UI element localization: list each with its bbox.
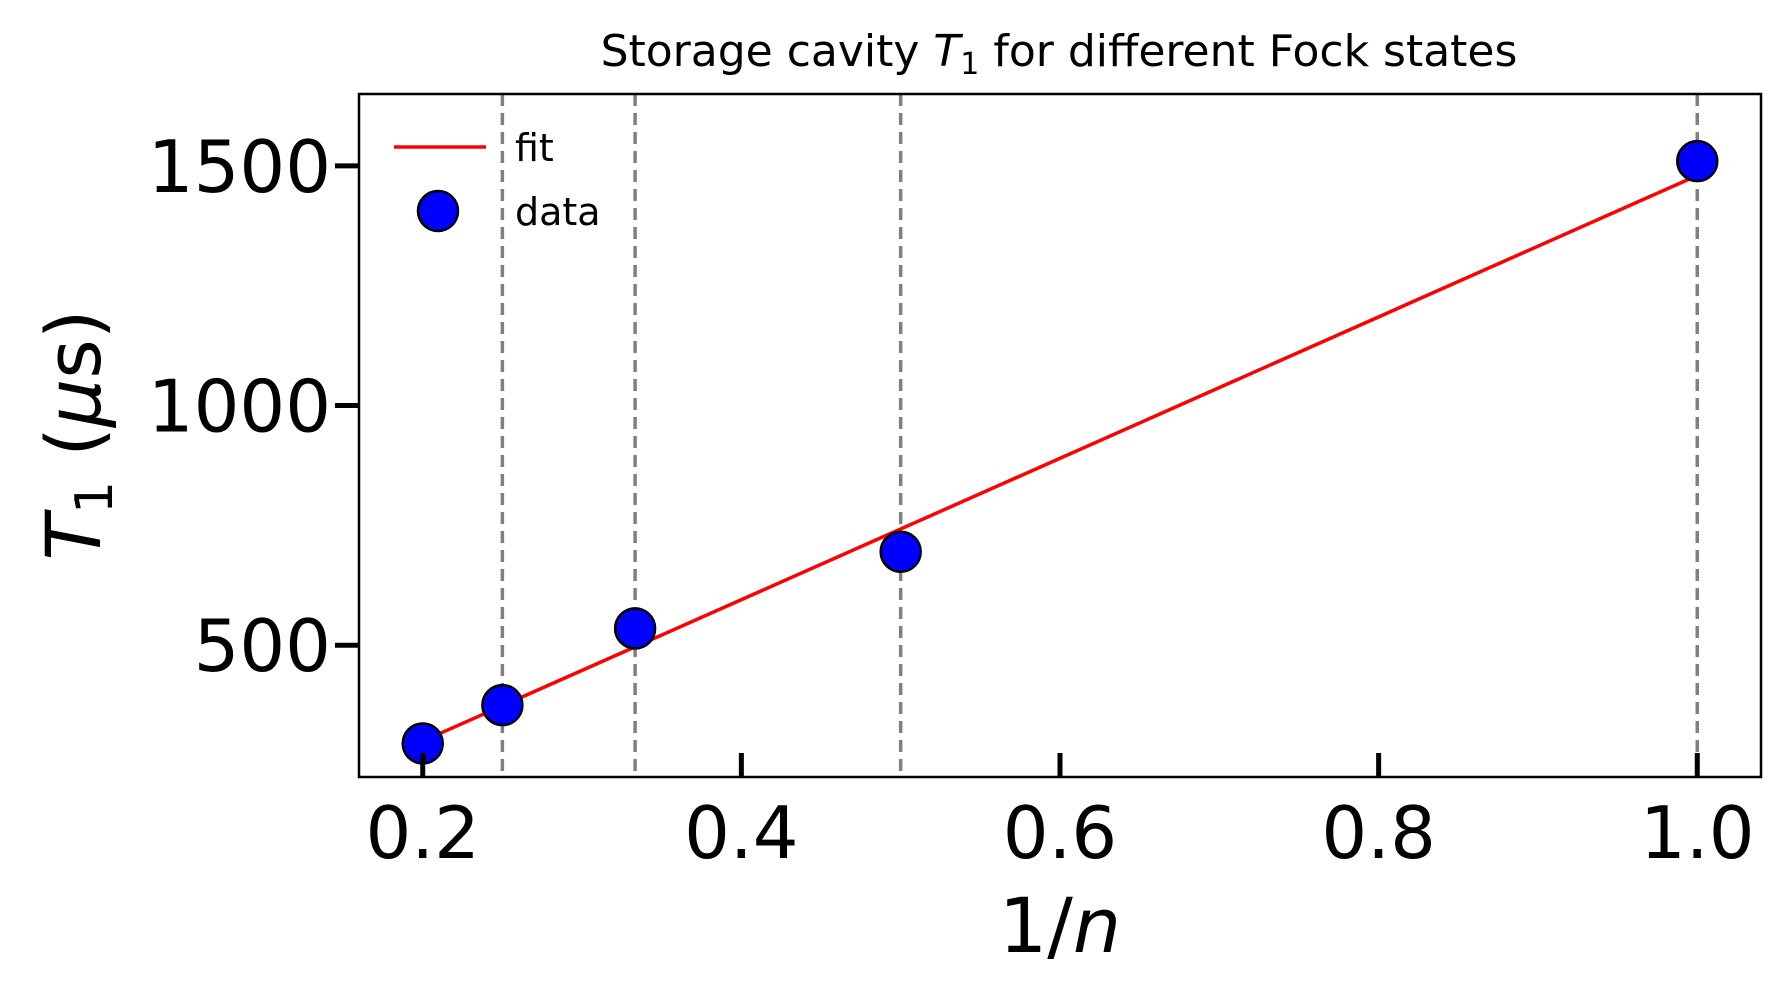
y-tick-label: 1500	[148, 125, 331, 209]
x-tick-label: 0.6	[1003, 791, 1118, 875]
y-axis-label: T1 (μs)	[29, 310, 125, 561]
reference-lines	[500, 94, 1700, 777]
y-axis-label-mu: μ	[29, 379, 118, 428]
data-point	[879, 530, 922, 573]
x-tick-label: 1.0	[1640, 791, 1755, 875]
series-layer	[401, 139, 1719, 765]
legend-fit-label: fit	[515, 126, 554, 170]
x-axis-ticks: 0.2 0.4 0.6 0.8 1.0	[365, 753, 1755, 875]
y-tick-label: 500	[194, 604, 331, 688]
chart-title: Storage cavity T1 for different Fock sta…	[601, 26, 1518, 82]
data-point	[481, 683, 524, 727]
chart-title-symbol: T	[933, 26, 963, 77]
x-tick-label: 0.8	[1321, 791, 1436, 875]
y-axis-label-unit: s	[29, 339, 118, 379]
x-axis-label: 1/n	[999, 881, 1121, 970]
y-axis-ticks: 500 1000 1500	[148, 125, 359, 688]
y-axis-label-subscript: 1	[65, 481, 125, 514]
legend-data-label: data	[515, 190, 601, 234]
y-axis-label-symbol: T	[29, 508, 118, 560]
fit-line	[422, 173, 1698, 743]
chart-title-suffix: for different Fock states	[979, 26, 1517, 77]
y-tick-label: 1000	[148, 365, 331, 449]
legend-data-marker	[416, 189, 460, 233]
chart-title-prefix: Storage cavity	[601, 26, 934, 77]
x-axis-label-prefix: 1/	[999, 881, 1073, 970]
x-axis-label-symbol: n	[1073, 881, 1121, 970]
x-tick-label: 0.2	[365, 791, 480, 875]
y-axis-label-close: )	[29, 310, 118, 340]
data-point	[613, 607, 657, 650]
legend: fit data	[394, 126, 601, 234]
chart-title-subscript: 1	[960, 47, 979, 82]
data-point	[1676, 139, 1719, 183]
x-tick-label: 0.4	[684, 791, 799, 875]
y-axis-label-open: (	[29, 427, 118, 481]
